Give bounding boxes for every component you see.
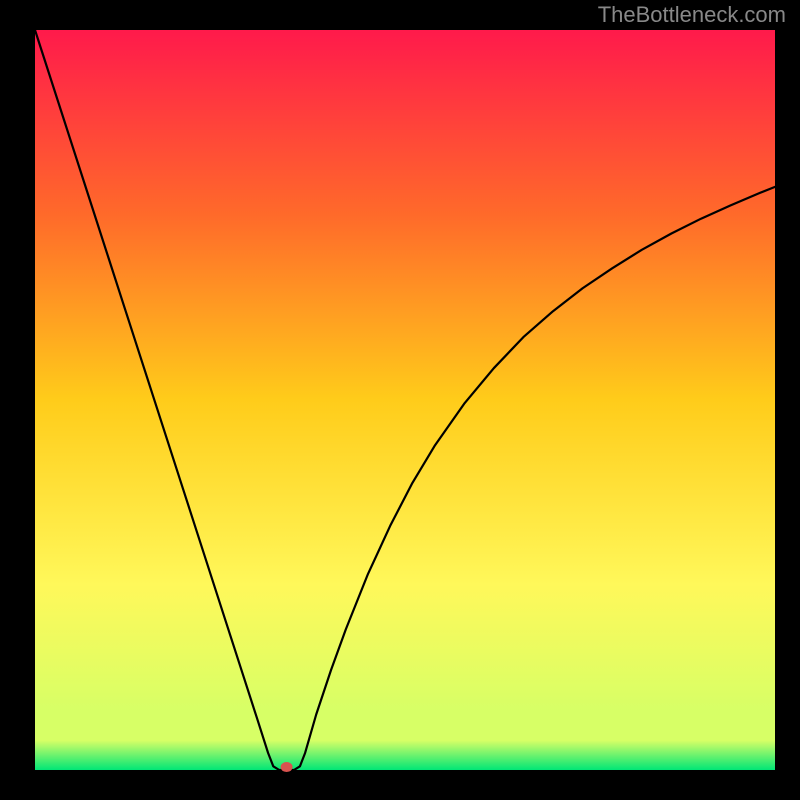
watermark-text: TheBottleneck.com xyxy=(598,2,786,28)
plot-background xyxy=(35,30,775,770)
chart-container: TheBottleneck.com xyxy=(0,0,800,800)
